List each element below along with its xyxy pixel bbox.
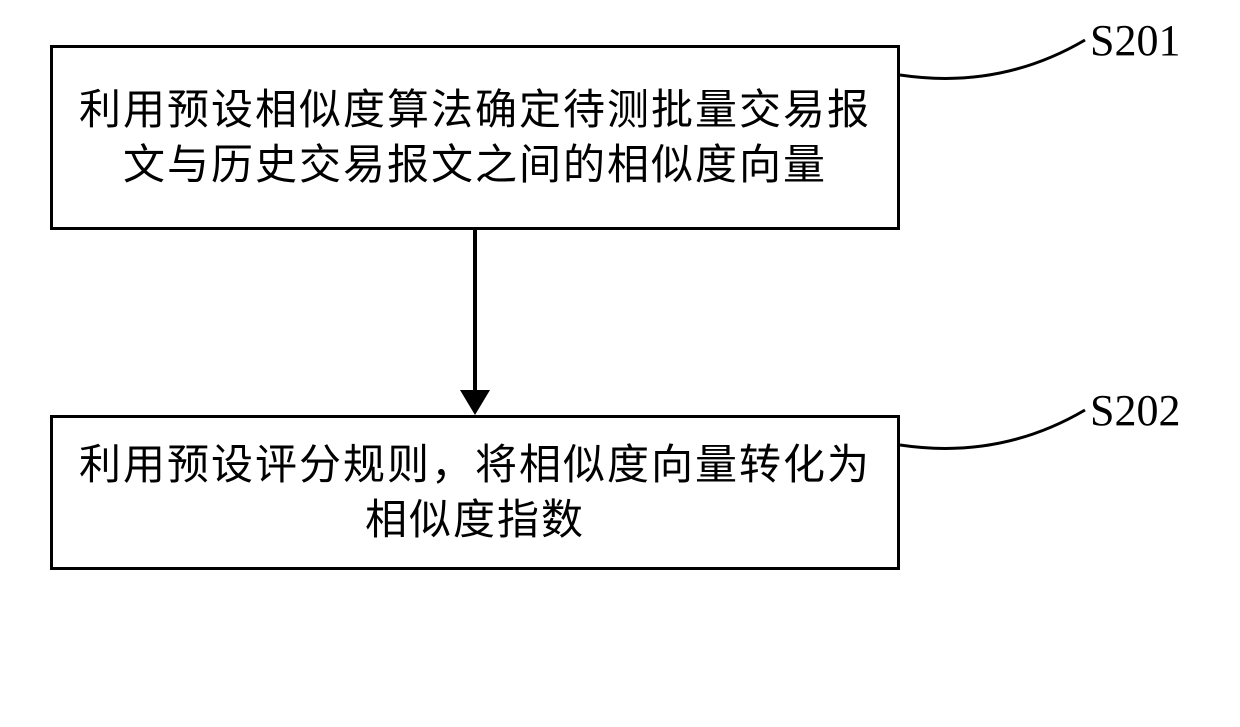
curve-connector-2	[900, 390, 1100, 470]
arrow-head-1	[460, 390, 490, 415]
curve-connector-1	[900, 20, 1100, 100]
box-1-text: 利用预设相似度算法确定待测批量交易报文与历史交易报文之间的相似度向量	[73, 83, 877, 192]
step-label-s201: S201	[1090, 15, 1180, 66]
flowchart-box-2: 利用预设评分规则，将相似度向量转化为相似度指数	[50, 415, 900, 570]
flowchart-box-1: 利用预设相似度算法确定待测批量交易报文与历史交易报文之间的相似度向量	[50, 45, 900, 230]
flowchart-container: 利用预设相似度算法确定待测批量交易报文与历史交易报文之间的相似度向量 S201 …	[0, 0, 1240, 727]
box-2-text: 利用预设评分规则，将相似度向量转化为相似度指数	[73, 438, 877, 547]
arrow-line-1	[473, 230, 477, 395]
step-label-s202: S202	[1090, 385, 1180, 436]
